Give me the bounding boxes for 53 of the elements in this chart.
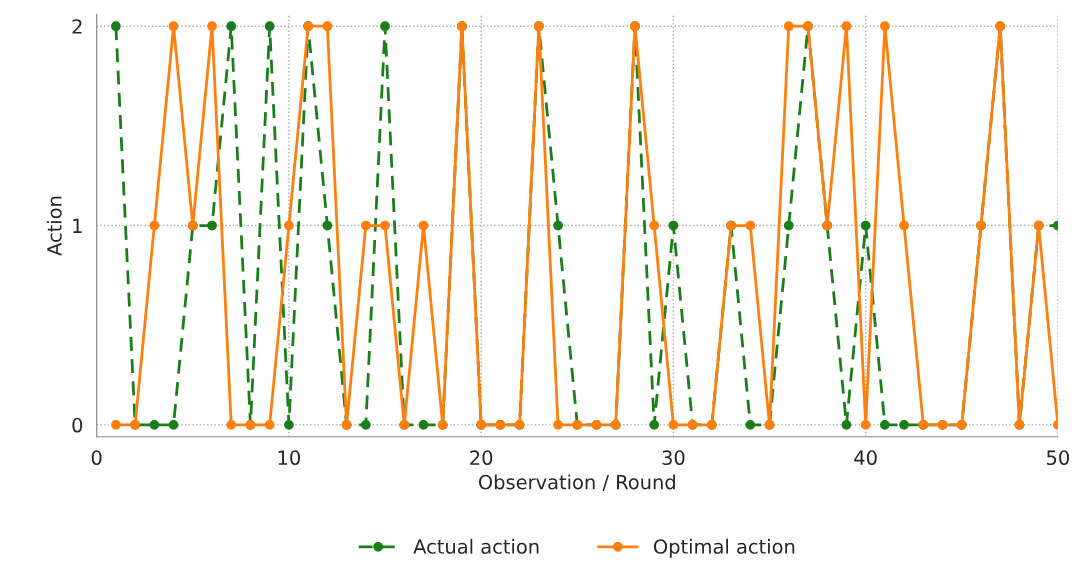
point: [668, 220, 679, 231]
point: [745, 220, 756, 231]
point: [207, 220, 217, 231]
point: [841, 420, 852, 430]
point: [649, 220, 660, 231]
point: [226, 420, 237, 430]
point: [783, 21, 794, 32]
point: [322, 220, 333, 231]
point: [668, 420, 679, 430]
point: [149, 220, 160, 231]
point: [111, 420, 121, 430]
point: [149, 420, 160, 430]
point: [207, 21, 217, 32]
x-tick-label: 0: [91, 450, 102, 466]
point: [284, 420, 294, 430]
point: [226, 21, 237, 32]
point: [284, 220, 294, 231]
point: [168, 21, 179, 32]
y-axis-title: Action: [46, 196, 62, 256]
point: [880, 21, 890, 32]
point: [264, 420, 275, 430]
point: [380, 21, 390, 32]
point: [360, 420, 371, 430]
y-tick-label: 1: [73, 218, 82, 233]
x-tick-label: 50: [1047, 450, 1069, 466]
point: [264, 21, 275, 32]
point: [322, 21, 333, 32]
y-tick-label: 0: [72, 417, 83, 433]
x-tick-label: 30: [662, 450, 685, 466]
y-tick-label: 2: [72, 19, 82, 34]
point: [553, 220, 563, 231]
legend-label: Optimal action: [653, 538, 795, 558]
point: [899, 220, 909, 231]
x-tick-label: 10: [278, 450, 300, 466]
point: [111, 21, 121, 32]
point: [553, 420, 563, 430]
point: [418, 220, 429, 231]
point: [783, 220, 794, 231]
x-tick-label: 40: [854, 450, 877, 466]
point: [860, 420, 871, 430]
legend-label: Actual action: [413, 538, 539, 554]
point: [360, 220, 371, 231]
point: [899, 420, 909, 430]
point: [380, 220, 390, 231]
point: [168, 420, 179, 430]
x-tick-label: 20: [470, 450, 493, 466]
point: [860, 220, 871, 231]
point: [418, 420, 429, 430]
point: [745, 420, 756, 430]
point: [649, 420, 660, 430]
x-axis-title: Observation / Round: [478, 474, 675, 491]
point: [880, 420, 890, 430]
point: [841, 21, 852, 32]
